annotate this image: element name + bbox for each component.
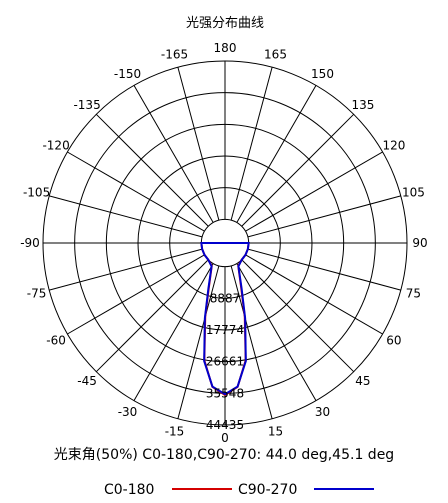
grid-spoke xyxy=(49,195,203,238)
grid-spoke xyxy=(247,248,401,291)
grid-spoke xyxy=(245,151,383,232)
angle-tick-label: 90 xyxy=(412,236,427,250)
grid-spoke xyxy=(230,265,273,419)
legend-label-c0-180: C0-180 xyxy=(104,482,154,498)
angle-tick-label: 120 xyxy=(382,139,405,153)
grid-spoke xyxy=(177,265,220,419)
grid-spoke xyxy=(67,151,205,232)
grid-spoke xyxy=(241,113,355,227)
angle-tick-label: 180 xyxy=(214,41,237,55)
chart-title: 光强分布曲线 xyxy=(186,16,264,31)
legend-label-c90-270: C90-270 xyxy=(238,482,297,498)
grid-spoke xyxy=(230,67,273,221)
series-line-c90-270 xyxy=(200,242,250,396)
angle-tick-label: 150 xyxy=(311,67,334,81)
angle-tick-label: -150 xyxy=(114,67,141,81)
grid-spoke xyxy=(49,248,203,291)
grid-spoke xyxy=(177,67,220,221)
angle-tick-label: 45 xyxy=(355,374,370,388)
angle-tick-label: 165 xyxy=(264,48,287,62)
radial-tick-label: 35548 xyxy=(206,386,244,400)
grid-spoke xyxy=(133,85,214,223)
grid-spoke xyxy=(245,254,383,335)
angle-tick-label: 15 xyxy=(268,424,283,438)
angle-tick-label: -120 xyxy=(42,139,69,153)
angular-grid xyxy=(43,61,407,425)
angle-tick-label: 105 xyxy=(402,186,425,200)
angle-tick-label: -60 xyxy=(46,334,66,348)
angle-tick-label: 75 xyxy=(406,287,421,301)
series-curves xyxy=(200,242,250,397)
angle-tick-label: -15 xyxy=(165,424,185,438)
grid-spoke xyxy=(247,195,401,238)
angle-tick-label: 135 xyxy=(351,98,374,112)
angle-tick-label: -165 xyxy=(161,48,188,62)
angle-tick-label: -90 xyxy=(20,236,40,250)
grid-spoke xyxy=(236,85,317,223)
angle-tick-label: -135 xyxy=(73,98,100,112)
grid-spoke xyxy=(236,263,317,401)
angle-tick-label: -30 xyxy=(118,405,138,419)
angle-tick-label: 0 xyxy=(221,431,229,445)
angle-tick-label: -105 xyxy=(23,186,50,200)
radial-tick-label: 8887 xyxy=(210,291,241,305)
grid-spoke xyxy=(95,259,209,373)
angle-tick-label: 30 xyxy=(315,405,330,419)
radial-tick-label: 44435 xyxy=(206,418,244,432)
grid-spoke xyxy=(133,263,214,401)
radial-tick-labels: 8887 17774 26661 35548 44435 xyxy=(206,291,244,432)
radial-tick-label: 26661 xyxy=(206,355,244,369)
angle-tick-label: 60 xyxy=(386,334,401,348)
grid-spoke xyxy=(95,113,209,227)
angle-tick-label: -75 xyxy=(27,287,47,301)
grid-spoke xyxy=(67,254,205,335)
grid-spoke xyxy=(241,259,355,373)
radial-tick-label: 17774 xyxy=(206,323,244,337)
angle-tick-labels: 180 1651501351201059075604530150-15-30-45… xyxy=(20,41,427,445)
angle-tick-label: -45 xyxy=(77,374,97,388)
beam-angle-info: 光束角(50%) C0-180,C90-270: 44.0 deg,45.1 d… xyxy=(54,447,394,463)
legend: C0-180 C90-270 xyxy=(104,482,374,498)
